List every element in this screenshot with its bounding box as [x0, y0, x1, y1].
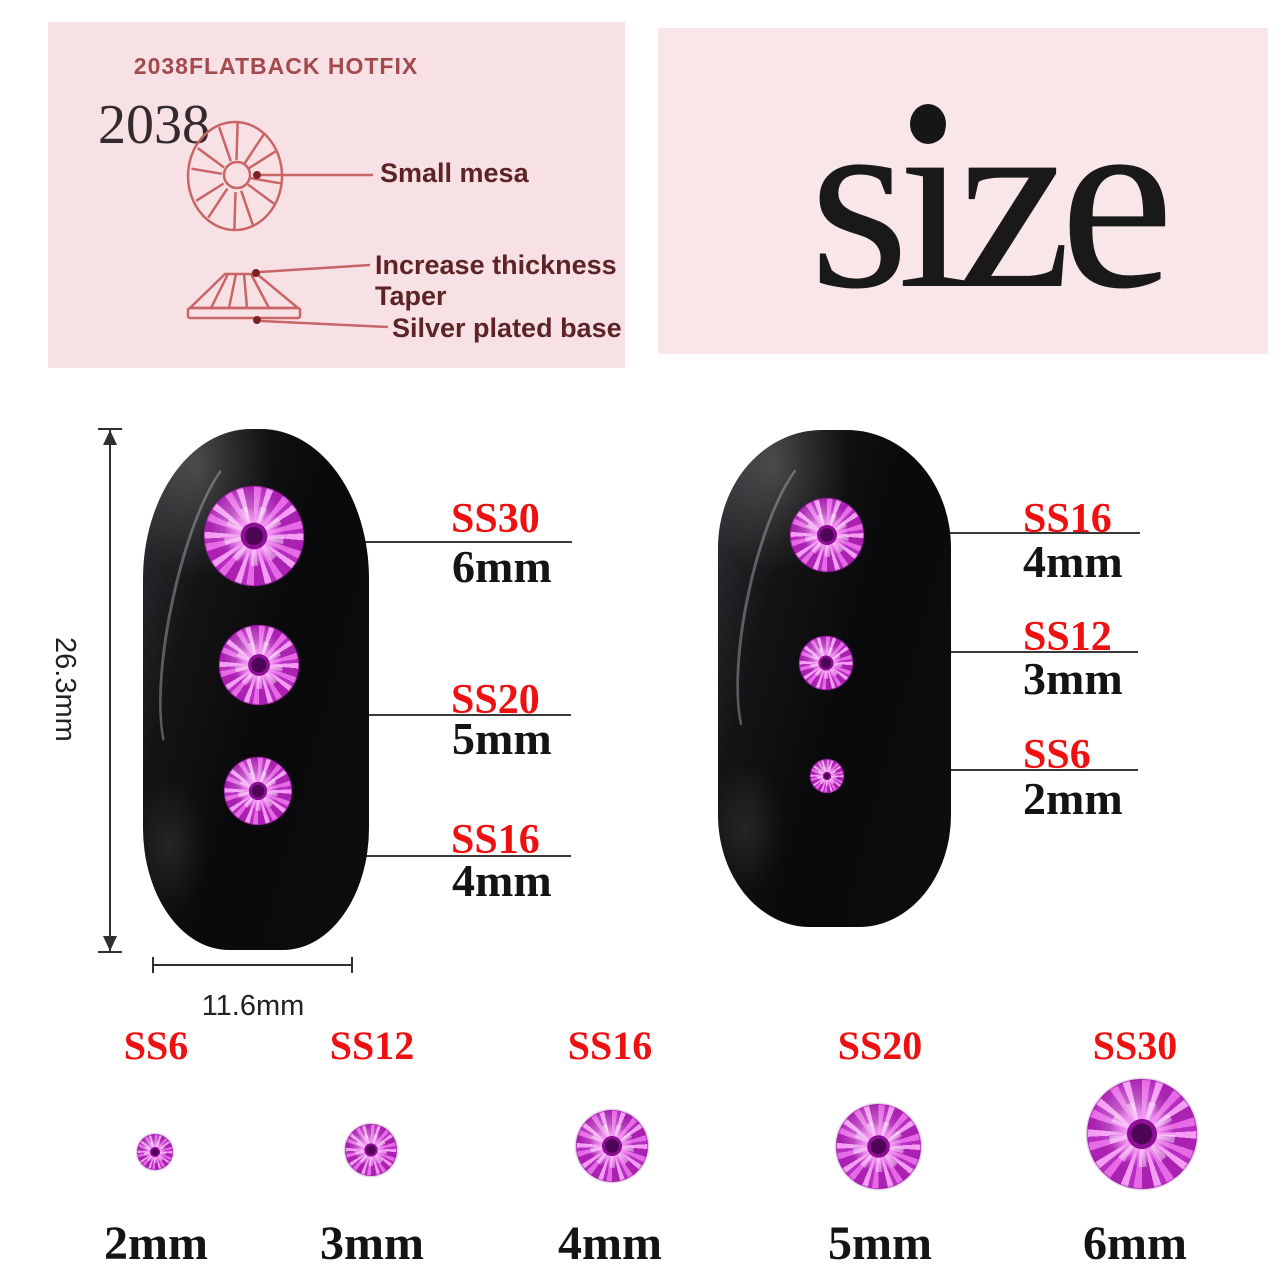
callout-mm-label: 3mm	[1023, 653, 1123, 704]
rhinestone-ss30	[204, 486, 304, 586]
size-panel	[658, 28, 1268, 354]
rhinestone-ss16	[790, 498, 864, 572]
chart-mm-label: 6mm	[1083, 1217, 1187, 1270]
model-number: 2038	[98, 94, 210, 156]
callout-ss-label: SS16	[451, 817, 540, 863]
chart-stone-ss20	[836, 1104, 921, 1189]
callout-line	[345, 541, 572, 543]
chart-stone-ss6	[137, 1134, 173, 1170]
callout-line	[345, 714, 571, 716]
callout-ss-label: SS30	[451, 496, 540, 542]
height-dimension-line	[109, 429, 111, 952]
callout-line	[943, 532, 1140, 534]
size-heading-dot-icon	[910, 104, 946, 144]
height-dim-arrow-down	[103, 936, 117, 951]
callout-mm-label: 4mm	[452, 855, 552, 906]
callout-silver-base: Silver plated base	[392, 313, 622, 343]
chart-ss-label: SS30	[1092, 1023, 1178, 1068]
callout-ss-label: SS6	[1023, 732, 1091, 778]
callout-mm-label: 5mm	[452, 713, 552, 764]
height-dim-cap-bottom	[98, 951, 122, 953]
chart-ss-label: SS16	[567, 1023, 653, 1068]
size-heading: size	[809, 56, 1174, 342]
rhinestone-ss20	[219, 625, 299, 705]
chart-stone-ss30	[1087, 1079, 1197, 1189]
width-dim-tick-right	[351, 957, 353, 973]
chart-ss-label: SS12	[329, 1023, 415, 1068]
callout-line	[942, 651, 1138, 653]
chart-mm-label: 3mm	[320, 1217, 424, 1270]
spec-diagram: 2038FLATBACK HOTFIX 2038	[98, 53, 622, 343]
nail-width-label: 11.6mm	[201, 990, 305, 1022]
height-dim-cap-top	[98, 428, 122, 430]
width-dim-tick-left	[152, 957, 154, 973]
callout-mm-label: 6mm	[452, 541, 552, 592]
width-dimension-line	[153, 964, 353, 966]
height-dim-arrow-up	[103, 430, 117, 445]
callout-ss-label: SS12	[1023, 614, 1112, 660]
spec-panel-title: 2038FLATBACK HOTFIX	[134, 53, 418, 79]
callout-small-mesa: Small mesa	[380, 158, 530, 188]
chart-mm-label: 2mm	[104, 1217, 208, 1270]
chart-ss-label: SS6	[123, 1023, 189, 1068]
rhinestone-ss12	[799, 636, 853, 690]
nail-height-label: 26.3mm	[49, 637, 81, 742]
chart-stone-ss12	[345, 1124, 397, 1176]
callout-ss-label: SS16	[1023, 496, 1112, 542]
callout-taper: Taper	[375, 281, 447, 311]
base-callout-dot	[253, 316, 261, 324]
callout-line	[345, 855, 571, 857]
callout-line	[913, 769, 1138, 771]
callout-ss-label: SS20	[451, 677, 540, 723]
side-view-diagram	[186, 263, 389, 329]
callout-mm-label: 2mm	[1023, 773, 1123, 824]
chart-mm-label: 5mm	[828, 1217, 932, 1270]
spec-panel: 2038FLATBACK HOTFIX 2038	[48, 22, 625, 368]
callout-increase-thickness: Increase thickness	[375, 250, 617, 280]
thickness-callout-dot	[252, 269, 260, 277]
rhinestone-ss16	[224, 757, 292, 825]
top-view-diagram	[186, 120, 373, 232]
callout-mm-label: 4mm	[1023, 536, 1123, 587]
chart-mm-label: 4mm	[558, 1217, 662, 1270]
chart-ss-label: SS20	[837, 1023, 923, 1068]
mesa-callout-dot	[253, 171, 261, 179]
rhinestone-ss6	[810, 759, 844, 793]
chart-stone-ss16	[576, 1110, 648, 1182]
